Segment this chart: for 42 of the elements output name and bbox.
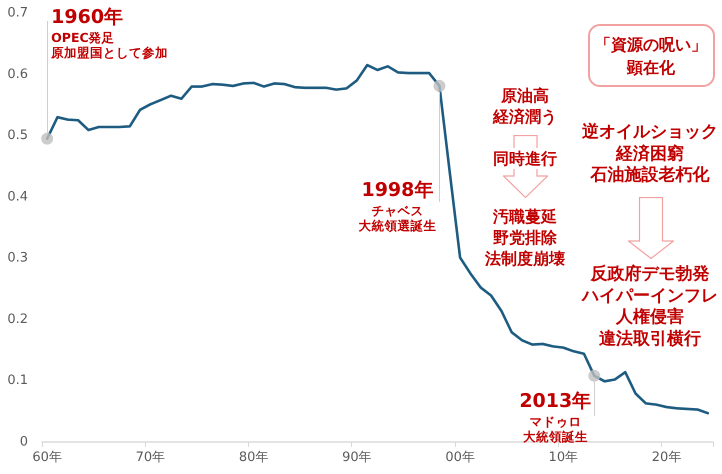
annotation: 汚職蔓延 — [493, 206, 557, 227]
annotation: 逆オイルショック — [582, 122, 718, 144]
annotation: 同時進行 — [491, 148, 559, 169]
annotation: 野党排除 — [493, 227, 557, 248]
annotation: 顕在化 — [627, 57, 675, 79]
annotation: OPEC発足 — [51, 30, 115, 45]
x-tick-label: 90年 — [342, 450, 372, 465]
annotation: 反政府デモ勃発 — [590, 264, 710, 286]
annotation: 1998年 — [361, 178, 434, 203]
annotation: 大統領選誕生 — [358, 218, 436, 233]
annotation: 大統領誕生 — [522, 428, 588, 444]
x-tick-label: 10年 — [548, 450, 578, 465]
y-tick-label: 0.7 — [7, 6, 28, 20]
annotation: 法制度崩壊 — [485, 248, 565, 269]
y-tick-label: 0.3 — [7, 250, 28, 266]
point — [41, 132, 54, 145]
y-tick-label: 0.4 — [7, 189, 28, 204]
point — [588, 370, 600, 382]
annotation: 人権侵害 — [616, 307, 684, 328]
annotation: 違法取引横行 — [599, 328, 701, 350]
y-tick-label: 0.6 — [7, 66, 28, 82]
annotation: チャベス — [371, 202, 424, 218]
annotation: 「資源の呪い」 — [595, 34, 707, 56]
annotation: 原油高 — [501, 85, 549, 106]
annotation: ハイパーインフレ — [582, 286, 718, 307]
x-tick-label: 60年 — [32, 450, 62, 465]
annotation: 経済潤う — [493, 106, 557, 127]
annotation: マドゥロ — [529, 414, 582, 429]
x-tick-label: 20年 — [652, 450, 682, 465]
annotation: 石油施設老朽化 — [590, 165, 710, 186]
point — [433, 80, 446, 92]
x-tick-label: 70年 — [136, 450, 166, 465]
y-tick-label: 0.5 — [7, 128, 28, 144]
annotation: 1960年 — [51, 4, 124, 30]
annotation: 経済困窮 — [616, 144, 684, 165]
annotation: 2013年 — [519, 388, 592, 414]
y-tick-label: 0 — [20, 434, 28, 450]
annotation: 原加盟国として参加 — [51, 44, 168, 60]
y-tick-label: 0.1 — [7, 373, 28, 388]
y-tick-label: 0.2 — [7, 312, 28, 327]
x-tick-label: 80年 — [238, 450, 268, 465]
x-tick-label: 00年 — [445, 450, 475, 465]
